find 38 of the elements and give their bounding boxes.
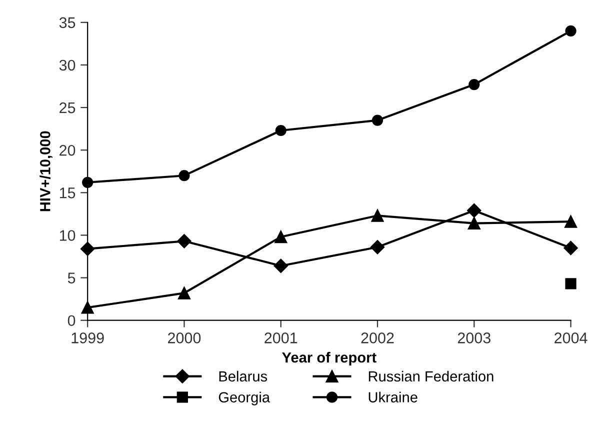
point xyxy=(275,124,286,136)
x-tick-label: 2003 xyxy=(458,332,490,344)
legend-label: Ukraine xyxy=(368,392,418,402)
point xyxy=(81,301,94,314)
point xyxy=(565,25,576,36)
y-tick-label: 0 xyxy=(68,315,76,326)
point xyxy=(564,215,578,228)
y-tick-label: 20 xyxy=(60,144,76,156)
point xyxy=(468,217,480,230)
point xyxy=(371,209,384,222)
x-tick-label: 2001 xyxy=(264,332,298,344)
point xyxy=(82,176,94,188)
point xyxy=(370,240,385,254)
legend-label: Russian Federation xyxy=(368,370,494,382)
point xyxy=(467,203,482,218)
y-tick-label: 10 xyxy=(60,230,76,241)
point xyxy=(468,78,480,90)
x-tick-label: 2004 xyxy=(554,332,588,344)
point xyxy=(274,258,288,273)
point xyxy=(178,286,190,300)
point xyxy=(178,170,190,182)
y-tick-label: 25 xyxy=(60,102,76,114)
y-tick-label: 15 xyxy=(60,188,76,198)
point xyxy=(565,278,576,290)
point xyxy=(372,114,384,126)
x-tick-label: 2000 xyxy=(168,332,201,344)
x-tick-label: 1999 xyxy=(72,332,104,344)
x-axis-title: Year of report xyxy=(282,352,376,366)
legend-label: Georgia xyxy=(218,392,270,406)
y-tick-label: 5 xyxy=(68,272,76,284)
point xyxy=(177,234,192,248)
legend-label: Belarus xyxy=(219,370,268,382)
x-tick-label: 2002 xyxy=(361,332,394,344)
y-tick-label: 35 xyxy=(59,17,76,28)
y-axis-title: HIV+/10,000 xyxy=(40,131,52,212)
point xyxy=(274,230,288,244)
point xyxy=(564,240,578,256)
y-tick-label: 30 xyxy=(59,60,76,71)
